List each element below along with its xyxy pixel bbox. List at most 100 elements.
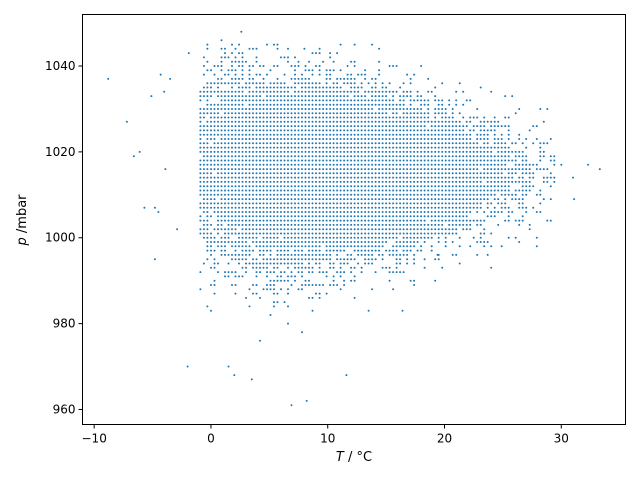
data-point (371, 202, 374, 205)
data-point (301, 90, 303, 93)
data-point (483, 228, 486, 231)
data-point (259, 198, 261, 201)
data-point (315, 86, 317, 89)
data-point (276, 112, 279, 115)
data-point (231, 198, 233, 201)
data-point (280, 275, 282, 278)
data-point (202, 189, 205, 192)
data-point (290, 159, 293, 162)
data-point (350, 189, 353, 192)
data-point (444, 155, 447, 158)
data-point (430, 180, 433, 183)
data-point (437, 206, 440, 209)
data-point (469, 223, 472, 226)
data-point (311, 185, 314, 188)
data-point (329, 202, 332, 205)
data-point (378, 215, 381, 218)
data-point (308, 112, 310, 115)
data-point (434, 279, 437, 282)
data-point (259, 172, 261, 175)
y-tick-label: 1040 (45, 59, 76, 73)
data-point (434, 193, 437, 196)
data-point (357, 95, 360, 98)
data-point (315, 189, 317, 192)
data-point (486, 176, 489, 179)
data-point (490, 180, 493, 183)
data-point (329, 120, 332, 123)
data-point (276, 262, 279, 265)
data-point (549, 198, 552, 201)
data-point (357, 262, 360, 265)
data-point (451, 223, 454, 226)
data-point (528, 228, 531, 231)
data-point (332, 189, 335, 192)
data-point (546, 108, 549, 110)
data-point (420, 228, 423, 231)
data-point (493, 125, 496, 128)
data-point (269, 198, 272, 201)
data-point (318, 168, 321, 171)
data-point (227, 172, 230, 175)
data-point (500, 172, 503, 175)
data-point (458, 215, 461, 218)
data-point (297, 129, 300, 132)
data-point (353, 232, 356, 235)
data-point (388, 211, 391, 213)
data-point (343, 112, 346, 115)
data-point (392, 176, 395, 179)
data-point (308, 284, 310, 286)
data-point (518, 108, 521, 110)
data-point (528, 176, 531, 179)
data-point (241, 99, 244, 102)
data-point (399, 189, 402, 192)
data-point (409, 116, 412, 119)
data-point (493, 146, 496, 149)
data-point (202, 236, 205, 239)
data-point (206, 189, 209, 192)
data-point (423, 228, 426, 231)
data-point (311, 245, 314, 248)
data-point (241, 211, 244, 213)
data-point (290, 236, 293, 239)
data-point (301, 219, 303, 222)
data-point (322, 120, 325, 123)
data-point (350, 103, 353, 106)
data-point (318, 193, 321, 196)
data-point (332, 232, 335, 235)
data-point (283, 193, 286, 196)
data-point (294, 99, 296, 102)
data-point (241, 95, 244, 98)
data-point (416, 176, 419, 179)
data-point (269, 202, 272, 205)
data-point (507, 168, 510, 171)
data-point (360, 202, 363, 205)
data-point (406, 163, 409, 166)
data-point (143, 206, 146, 209)
data-point (504, 146, 507, 149)
data-point (224, 271, 226, 274)
data-point (448, 138, 451, 140)
data-point (301, 99, 303, 102)
data-point (339, 275, 342, 278)
data-point (500, 180, 503, 183)
data-point (287, 211, 289, 213)
data-point (283, 228, 286, 231)
data-point (434, 86, 437, 89)
data-point (227, 211, 230, 213)
data-point (262, 176, 265, 179)
data-point (227, 116, 230, 119)
data-point (241, 150, 244, 153)
data-point (395, 168, 398, 171)
data-point (227, 120, 230, 123)
data-point (532, 125, 535, 128)
data-point (420, 223, 423, 226)
data-point (329, 198, 332, 201)
data-point (234, 168, 237, 171)
data-point (360, 232, 363, 235)
data-point (224, 120, 226, 123)
data-point (217, 77, 219, 80)
data-point (311, 99, 314, 102)
data-point (287, 266, 289, 269)
data-point (451, 146, 454, 149)
